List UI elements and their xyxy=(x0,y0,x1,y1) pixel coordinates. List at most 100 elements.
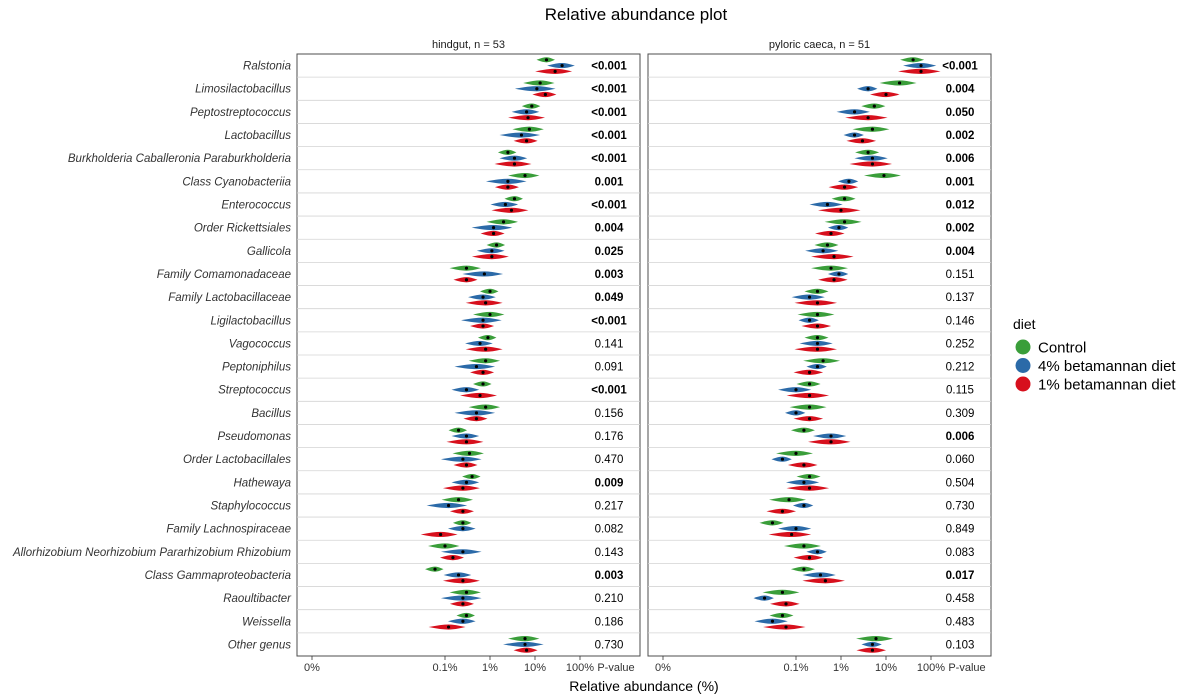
median-point xyxy=(488,289,492,293)
median-point xyxy=(807,382,812,386)
pvalue-enterococcus: <0.001 xyxy=(591,200,627,212)
median-point xyxy=(544,58,549,62)
violin-peptostreptococcus-2 xyxy=(845,115,888,121)
median-point xyxy=(553,69,557,73)
genus-label-pseudomonas: Pseudomonas xyxy=(217,431,291,443)
genus-label-peptoniphilus: Peptoniphilus xyxy=(222,362,291,374)
pvalue-order-rickettsiales: 0.004 xyxy=(595,223,624,235)
median-point xyxy=(446,503,451,508)
violin-class-gammaproteobacteria-2 xyxy=(802,578,845,584)
legend-label-4-betamannan-diet: 4% betamannan diet xyxy=(1038,358,1176,375)
x-tick-label: 10% xyxy=(524,662,546,674)
median-point xyxy=(461,602,465,606)
median-point xyxy=(807,486,812,490)
pvalue-other-genus: 0.103 xyxy=(946,639,975,651)
median-point xyxy=(464,463,469,467)
pvalue-staphylococcus: 0.217 xyxy=(595,501,624,513)
median-point xyxy=(474,417,479,421)
pvalue-class-cyanobacteriia: 0.001 xyxy=(595,176,624,188)
pvalue-family-comamonadaceae: 0.151 xyxy=(946,269,975,281)
violin-other-genus-1 xyxy=(503,641,544,648)
genus-label-other-genus: Other genus xyxy=(228,639,292,651)
legend-label-control: Control xyxy=(1038,340,1086,357)
facet-pyloric-caeca: pyloric caeca, n = 51 0% 0.1% 1% 10% 100% P-va… xyxy=(647,39,992,674)
pvalue-family-lactobacillaceae: 0.137 xyxy=(946,292,975,304)
pvalue-lactobacillus: 0.002 xyxy=(946,130,975,142)
median-point xyxy=(874,637,878,641)
median-point xyxy=(461,527,465,531)
median-point xyxy=(784,602,788,606)
genus-label-staphylococcus: Staphylococcus xyxy=(210,501,291,513)
median-point xyxy=(787,498,791,502)
median-point xyxy=(451,555,455,560)
genus-label-hathewaya: Hathewaya xyxy=(233,477,291,489)
median-point xyxy=(807,318,812,322)
median-point xyxy=(860,139,865,143)
pvalue-peptoniphilus: 0.212 xyxy=(946,362,975,374)
median-point xyxy=(829,440,833,444)
pvalue-allorhizobium-neorhizobium-pararhizobium-rhizobium: 0.143 xyxy=(595,547,624,559)
pvalue-ralstonia: <0.001 xyxy=(591,61,627,73)
median-point xyxy=(486,336,490,340)
violin-class-cyanobacteriia-1 xyxy=(485,178,527,184)
median-point xyxy=(780,590,785,594)
facet-label: hindgut, n = 53 xyxy=(432,39,505,51)
violin-allorhizobium-neorhizobium-pararhizobium-rhizobium-1 xyxy=(440,549,482,555)
facet-hindgut: hindgut, n = 53 0% 0.1% 1% 10% 100% P-value <0.… xyxy=(296,39,641,674)
median-point xyxy=(481,295,485,299)
median-point xyxy=(919,63,923,68)
violin-vagococcus-2 xyxy=(794,346,838,352)
median-point xyxy=(821,249,825,253)
genus-label-peptostreptococcus: Peptostreptococcus xyxy=(190,107,291,119)
pvalue-class-cyanobacteriia: 0.001 xyxy=(946,176,975,188)
median-point xyxy=(524,648,529,652)
median-point xyxy=(443,544,447,548)
median-point xyxy=(842,185,847,189)
pvalue-pseudomonas: 0.176 xyxy=(595,431,624,443)
violin-raoultibacter-1 xyxy=(440,595,482,601)
median-point xyxy=(506,150,510,155)
median-point xyxy=(464,388,469,392)
median-point xyxy=(802,428,806,432)
median-point xyxy=(461,509,465,513)
legend-label-1-betamannan-diet: 1% betamannan diet xyxy=(1038,377,1176,394)
median-point xyxy=(837,226,841,230)
median-point xyxy=(524,139,529,143)
median-point xyxy=(461,486,465,490)
pvalue-order-lactobacillales: 0.060 xyxy=(946,454,975,466)
median-point xyxy=(488,312,492,317)
pvalue-hathewaya: 0.009 xyxy=(595,477,624,489)
median-point xyxy=(872,104,876,108)
median-point xyxy=(821,359,825,363)
median-point xyxy=(523,173,527,178)
x-tick-label: 1% xyxy=(833,662,849,674)
violin-enterococcus-2 xyxy=(818,207,861,213)
legend-key-4-betamannan-diet xyxy=(1015,358,1031,373)
pvalue-order-lactobacillales: 0.470 xyxy=(595,454,624,466)
median-point xyxy=(506,185,510,189)
violin-lactobacillus-1 xyxy=(499,132,541,138)
median-point xyxy=(866,87,870,91)
median-point xyxy=(818,573,823,577)
median-point xyxy=(802,463,806,467)
legend-title: diet xyxy=(1013,316,1036,332)
median-point xyxy=(762,596,767,600)
pvalue-pseudomonas: 0.006 xyxy=(946,431,975,443)
median-point xyxy=(484,301,488,305)
pvalue-order-rickettsiales: 0.002 xyxy=(946,223,975,235)
x-tick-label: 0% xyxy=(655,662,671,674)
pvalue-family-lachnospiraceae: 0.849 xyxy=(946,524,975,536)
pvalue-peptoniphilus: 0.091 xyxy=(595,362,624,374)
pvalue-header: P-value xyxy=(597,662,634,674)
genus-label-vagococcus: Vagococcus xyxy=(229,338,291,350)
median-point xyxy=(832,278,836,282)
pvalue-gallicola: 0.004 xyxy=(946,246,975,258)
pvalue-streptococcus: 0.115 xyxy=(946,385,974,397)
median-point xyxy=(847,179,851,183)
genus-label-class-gammaproteobacteria: Class Gammaproteobacteria xyxy=(145,570,291,582)
median-point xyxy=(897,81,902,85)
median-point xyxy=(829,231,833,236)
median-point xyxy=(802,567,806,571)
violin-ligilactobacillus-1 xyxy=(461,317,502,323)
